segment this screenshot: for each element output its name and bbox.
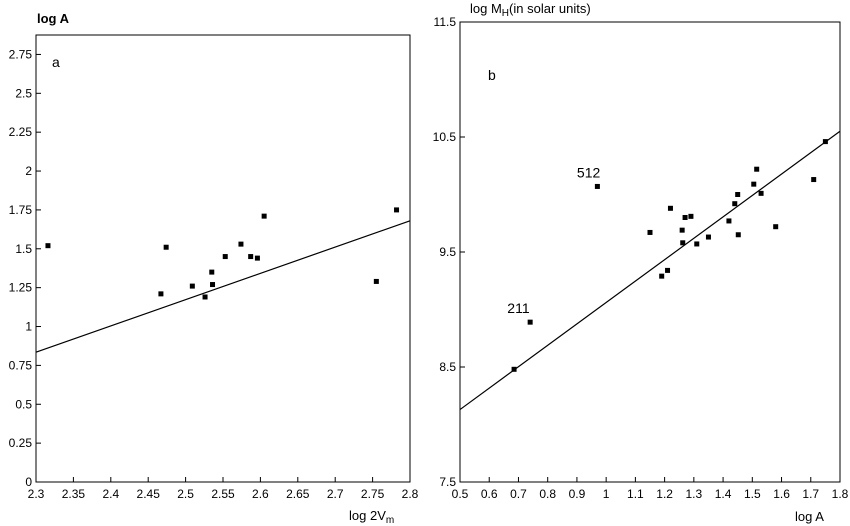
panel-a-data-point bbox=[248, 254, 254, 260]
panel-a-data-point bbox=[158, 291, 164, 297]
panel-a-data-point bbox=[222, 254, 228, 260]
panel-a-xtick-label: 2.3 bbox=[28, 487, 45, 501]
panel-b-data-point bbox=[726, 218, 732, 224]
panel-b-data-point bbox=[665, 267, 671, 273]
panel-b-data-point bbox=[679, 227, 685, 233]
panel-a-ytick-label: 0.75 bbox=[9, 358, 33, 372]
panel-b-data-point bbox=[773, 224, 779, 230]
panel-a-data-point bbox=[261, 213, 267, 219]
panel-a-ytick-label: 2.75 bbox=[9, 47, 33, 61]
panel-b-xtick-label: 1 bbox=[603, 487, 610, 501]
panel-b-ytick-label: 7.5 bbox=[439, 475, 456, 489]
panel-b-point-annotation: 512 bbox=[577, 164, 601, 180]
panel-b-ylabel: log MH(in solar units) bbox=[470, 1, 591, 19]
panel-b-data-point bbox=[659, 273, 665, 279]
panel-a-label: a bbox=[52, 54, 60, 70]
panel-b-data-point bbox=[511, 366, 517, 372]
panel-a-xtick-label: 2.4 bbox=[102, 487, 119, 501]
panel-b-ytick-label: 8.5 bbox=[439, 360, 456, 374]
panel-a-ytick-label: 2.25 bbox=[9, 125, 33, 139]
panel-a-fit-line bbox=[35, 220, 411, 353]
panel-b-data-point bbox=[751, 181, 757, 187]
panel-a-xtick-label: 2.7 bbox=[327, 487, 344, 501]
panel-b-label: b bbox=[488, 67, 496, 83]
panel-a-data-point bbox=[210, 282, 216, 288]
panel-a-ytick-label: 1.5 bbox=[15, 242, 32, 256]
panel-a-ylabel: log A bbox=[37, 11, 70, 26]
panel-b-xtick-label: 1.4 bbox=[715, 487, 732, 501]
panel-a-data-point bbox=[209, 269, 215, 275]
panel-a-xtick-label: 2.5 bbox=[177, 487, 194, 501]
panel-a-ytick-label: 0.25 bbox=[9, 436, 33, 450]
panel-a-xtick-label: 2.35 bbox=[62, 487, 86, 501]
panel-b-fit-line bbox=[459, 130, 841, 411]
panel-a-xtick-label: 2.45 bbox=[137, 487, 161, 501]
panel-b-xtick-label: 0.9 bbox=[569, 487, 586, 501]
panel-a-ytick-label: 0.5 bbox=[15, 397, 32, 411]
panel-b-xtick-label: 0.5 bbox=[452, 487, 469, 501]
panel-b-xtick-label: 1.8 bbox=[832, 487, 849, 501]
panel-b-xtick-label: 1.7 bbox=[802, 487, 819, 501]
panel-a-xtick-label: 2.55 bbox=[211, 487, 235, 501]
panel-b-data-point bbox=[647, 229, 653, 235]
panel-b-ytick-label: 10.5 bbox=[433, 130, 457, 144]
panel-b-data-point bbox=[694, 241, 700, 247]
panel-b-xtick-label: 1.6 bbox=[773, 487, 790, 501]
panel-b-data-point bbox=[682, 215, 688, 220]
panel-b-data-point bbox=[811, 177, 817, 183]
panel-b-xtick-label: 1.2 bbox=[656, 487, 673, 501]
panel-b-xtick-label: 0.8 bbox=[539, 487, 556, 501]
panel-a-data-point bbox=[238, 241, 244, 247]
panel-a-xlabel: log 2Vm bbox=[349, 508, 394, 526]
panel-a-ytick-label: 1 bbox=[25, 320, 32, 334]
panel-a-xtick-label: 2.8 bbox=[402, 487, 419, 501]
panel-a-xtick-label: 2.75 bbox=[361, 487, 385, 501]
panel-a-ytick-label: 1.25 bbox=[9, 281, 33, 295]
panel-b-data-point bbox=[822, 139, 828, 145]
panel-b-xtick-label: 1.5 bbox=[744, 487, 761, 501]
panel-a-data-point bbox=[163, 244, 169, 250]
panel-a-marks: 2.3 2.35 2.4 2.45 2.5 2.55 2.6 2.65 2.7 2.75 2.8 0 0… bbox=[9, 47, 419, 501]
panel-a-xlabel-sub: m bbox=[386, 515, 394, 526]
panel-b-data-point bbox=[732, 201, 738, 207]
panel-b-data-point bbox=[527, 319, 533, 325]
panel-b-data-point bbox=[688, 213, 694, 219]
panel-b-data-point bbox=[680, 240, 686, 246]
panel-b-data-point bbox=[667, 205, 673, 211]
panel-a-data-point bbox=[254, 255, 260, 261]
panel-b-xtick-label: 0.6 bbox=[481, 487, 498, 501]
panel-b-ytick-label: 9.5 bbox=[439, 245, 456, 259]
panel-a-xtick-label: 2.65 bbox=[286, 487, 310, 501]
panel-b-ylabel-rest: (in solar units) bbox=[509, 1, 591, 16]
panel-a-ytick-label: 1.75 bbox=[9, 203, 33, 217]
panel-a-data-point bbox=[394, 207, 400, 213]
panel-a-ytick-label: 2 bbox=[25, 164, 32, 178]
panel-b-data-point bbox=[758, 190, 764, 196]
panel-a-ytick-label: 0 bbox=[25, 475, 32, 489]
panel-a-ytick-label: 2.5 bbox=[15, 86, 32, 100]
panel-b-data-point bbox=[594, 183, 600, 189]
panel-b-ylabel-main: log M bbox=[470, 1, 502, 16]
panel-b-marks: 0.5 0.6 0.7 0.8 0.9 1 1.1 1.2 1.3 1.4 1.5 1.6 1.7 1.8… bbox=[433, 15, 849, 501]
panel-a-data-point bbox=[202, 294, 208, 300]
panel-b-data-point bbox=[754, 166, 760, 172]
panel-b-data-point bbox=[705, 234, 711, 240]
panel-b-xtick-label: 1.1 bbox=[627, 487, 644, 501]
panel-b-point-annotation: 211 bbox=[507, 300, 530, 316]
panel-a-xlabel-main: log 2V bbox=[349, 508, 386, 523]
panel-b-ytick-label: 11.5 bbox=[434, 15, 457, 29]
panel-b-xtick-label: 1.3 bbox=[686, 487, 703, 501]
panel-b-plot-area bbox=[459, 21, 841, 483]
panel-a-data-point bbox=[373, 278, 379, 284]
panel-b-ylabel-sub: H bbox=[502, 8, 509, 19]
panel-b-xtick-label: 0.7 bbox=[510, 487, 527, 501]
panel-a-xtick-label: 2.6 bbox=[252, 487, 269, 501]
panel-b-data-point bbox=[735, 232, 741, 238]
panel-b-xlabel: log A bbox=[795, 509, 824, 524]
panel-a-data-point bbox=[45, 243, 51, 249]
panel-a-data-point bbox=[189, 283, 195, 289]
panel-b-data-point bbox=[735, 192, 741, 197]
